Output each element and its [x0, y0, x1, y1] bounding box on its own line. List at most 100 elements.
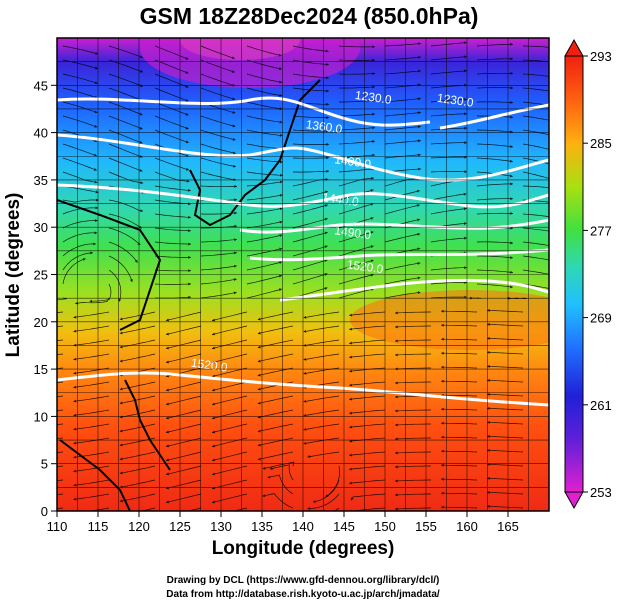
streamline-arrow [372, 72, 375, 76]
streamline [303, 423, 340, 431]
streamline-arrow [257, 373, 261, 377]
streamline [476, 269, 513, 273]
streamline [522, 171, 549, 179]
streamline [476, 58, 513, 61]
streamline-arrow [279, 133, 283, 137]
streamline-arrow [73, 399, 77, 403]
streamline-arrow [186, 179, 190, 183]
streamline-arrow [510, 182, 513, 186]
contour-label: 1520.0 [190, 356, 229, 375]
streamline-arrow [94, 139, 98, 143]
streamline-arrow [267, 475, 271, 479]
streamline [349, 381, 386, 386]
streamline-arrow [119, 429, 123, 433]
streamline-arrow [27, 397, 30, 400]
streamline [211, 493, 248, 503]
streamline [211, 325, 248, 335]
streamline-arrow [395, 353, 398, 357]
streamline [165, 493, 202, 503]
streamline [292, 143, 330, 145]
streamline [394, 311, 431, 314]
streamline [441, 506, 478, 509]
streamline [108, 255, 133, 283]
streamline-arrow [90, 251, 93, 255]
streamline [62, 258, 86, 285]
streamline [303, 311, 340, 319]
streamline-arrow [279, 120, 283, 124]
streamline-arrow [487, 322, 490, 326]
streamline-arrow [166, 402, 169, 406]
streamline-arrow [257, 359, 261, 363]
streamline-arrow [417, 276, 421, 280]
streamline [246, 129, 283, 136]
streamline [384, 126, 421, 131]
streamline-arrow [166, 388, 169, 392]
streamline [200, 59, 235, 73]
streamline-arrow [212, 500, 215, 504]
streamline-arrow [418, 153, 421, 157]
streamline [430, 237, 467, 243]
streamline [154, 157, 190, 171]
streamline-arrow [371, 176, 374, 180]
streamline [522, 101, 549, 106]
streamline [522, 269, 549, 275]
streamline [62, 171, 98, 183]
streamline-arrow [556, 245, 559, 248]
streamline-arrow [308, 455, 312, 459]
credit-line-1: Drawing by DCL (https://www.gfd-dennou.o… [167, 575, 440, 586]
streamline [75, 297, 110, 304]
streamline-arrow [94, 231, 98, 235]
streamline-arrow [395, 395, 398, 399]
streamline-arrow [464, 170, 467, 174]
streamline-arrow [118, 298, 122, 302]
streamline-arrow [280, 173, 283, 177]
streamline-arrow [487, 308, 490, 312]
streamline-arrow [556, 274, 559, 277]
colorbar-tick-label: 269 [590, 311, 612, 326]
streamline [154, 283, 192, 285]
streamline [200, 129, 236, 141]
x-tick-label: 155 [415, 519, 437, 534]
streamline [476, 101, 514, 104]
streamline-arrow [441, 379, 444, 383]
streamline-arrow [73, 427, 77, 431]
streamline-arrow [212, 332, 215, 336]
streamline-arrow [27, 453, 30, 456]
streamline-arrow [372, 112, 375, 116]
streamline [246, 181, 283, 187]
streamline [394, 367, 431, 370]
streamline-arrow [166, 318, 169, 322]
streamline-arrow [463, 222, 467, 225]
streamline-arrow [395, 493, 398, 497]
streamline [486, 421, 524, 425]
streamline-arrow [464, 55, 467, 59]
streamline [476, 72, 514, 75]
streamline [165, 395, 202, 405]
streamline-arrow [212, 458, 215, 462]
streamline-arrow [395, 437, 398, 441]
streamline [349, 353, 386, 358]
streamline-arrow [464, 98, 467, 101]
streamline [394, 325, 431, 328]
streamline-arrow [463, 207, 467, 211]
streamline-arrow [307, 507, 311, 511]
streamline [246, 288, 282, 299]
x-axis-ticks: 110 115 120 125 130 135 140 145 150 155 160 165 [47, 511, 519, 534]
streamline [154, 185, 191, 191]
streamline-arrow [464, 266, 467, 270]
streamline-arrow [73, 343, 77, 347]
streamline-arrow [510, 270, 513, 274]
x-tick-label: 150 [374, 519, 396, 534]
streamline-arrow [73, 441, 77, 445]
y-tick-label: 10 [34, 409, 48, 424]
streamline-arrow [350, 497, 354, 501]
streamline-arrow [119, 443, 123, 447]
streamline [476, 283, 513, 288]
streamline [246, 101, 283, 110]
streamline-arrow [212, 388, 215, 392]
streamline-arrow [188, 242, 191, 246]
streamline [246, 143, 283, 150]
streamline-arrow [94, 66, 98, 70]
streamline-arrow [212, 416, 215, 420]
streamline-arrow [234, 211, 237, 215]
